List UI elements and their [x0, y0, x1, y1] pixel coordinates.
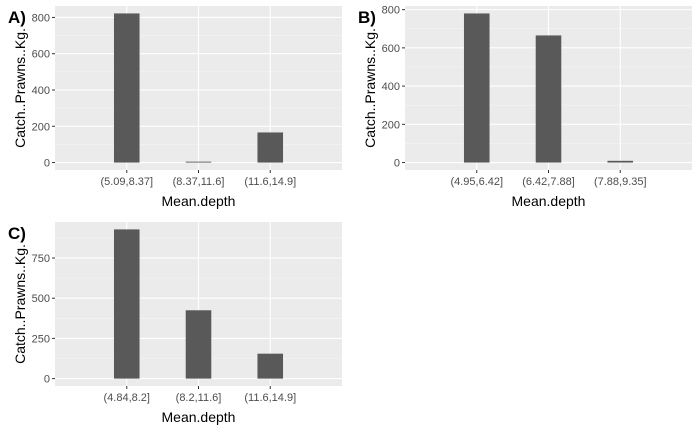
x-tick-label: (4.95,6.42] — [450, 176, 503, 188]
bar — [463, 13, 490, 163]
y-tick-label: 200 — [382, 119, 400, 131]
y-tick-label: 800 — [382, 5, 400, 17]
x-tick-label: (4.84,8.2] — [104, 392, 150, 404]
y-tick-label: 600 — [382, 43, 400, 55]
y-tick-label: 400 — [382, 81, 400, 93]
bar — [607, 160, 634, 163]
y-axis-title: Catch..Prawns..Kg. — [362, 28, 378, 148]
y-tick-label: 0 — [44, 158, 50, 170]
chart-panel-1: 0 200 400 600 800 (5.09,8.37] (8.37,11.6] (11.6… — [8, 6, 342, 209]
bar — [257, 132, 284, 163]
y-tick-label: 400 — [32, 85, 50, 97]
panel-label: A) — [8, 8, 26, 27]
y-tick-label: 0 — [44, 374, 50, 386]
y-tick-label: 750 — [32, 253, 50, 265]
x-tick-label: (8.2,11.6] — [176, 392, 222, 404]
bar — [257, 353, 284, 379]
y-tick-label: 600 — [32, 49, 50, 61]
y-tick-label: 250 — [32, 333, 50, 345]
bar — [185, 161, 212, 163]
x-axis-title: Mean.depth — [162, 409, 236, 425]
y-tick-label: 800 — [32, 12, 50, 24]
bar — [535, 35, 562, 163]
y-axis-title: Catch..Prawns..Kg. — [12, 28, 28, 148]
x-tick-label: (8.37,11.6] — [173, 176, 225, 188]
x-axis-title: Mean.depth — [162, 193, 236, 209]
y-tick-label: 200 — [32, 121, 50, 133]
y-axis-title: Catch..Prawns..Kg. — [12, 244, 28, 364]
y-tick-label: 500 — [32, 293, 50, 305]
x-tick-label: (6.42,7.88] — [522, 176, 575, 188]
x-tick-label: (7.88,9.35] — [594, 176, 647, 188]
x-axis-title: Mean.depth — [512, 193, 586, 209]
chart-panel-3: 0 250 500 750 (4.84,8.2] (8.2,11.6] (11.6,14.9… — [8, 222, 342, 425]
chart-panel-2: 0 200 400 600 800 (4.95,6.42] (6.42,7.88] (7.88… — [358, 5, 692, 209]
x-tick-label: (5.09,8.37] — [100, 176, 153, 188]
x-tick-label: (11.6,14.9] — [244, 176, 296, 188]
panel-label: C) — [8, 224, 26, 243]
bar — [113, 229, 140, 379]
bar — [113, 13, 140, 163]
panel-label: B) — [358, 8, 376, 27]
bar — [185, 310, 212, 379]
x-tick-label: (11.6,14.9] — [244, 392, 296, 404]
y-tick-label: 0 — [394, 158, 400, 170]
